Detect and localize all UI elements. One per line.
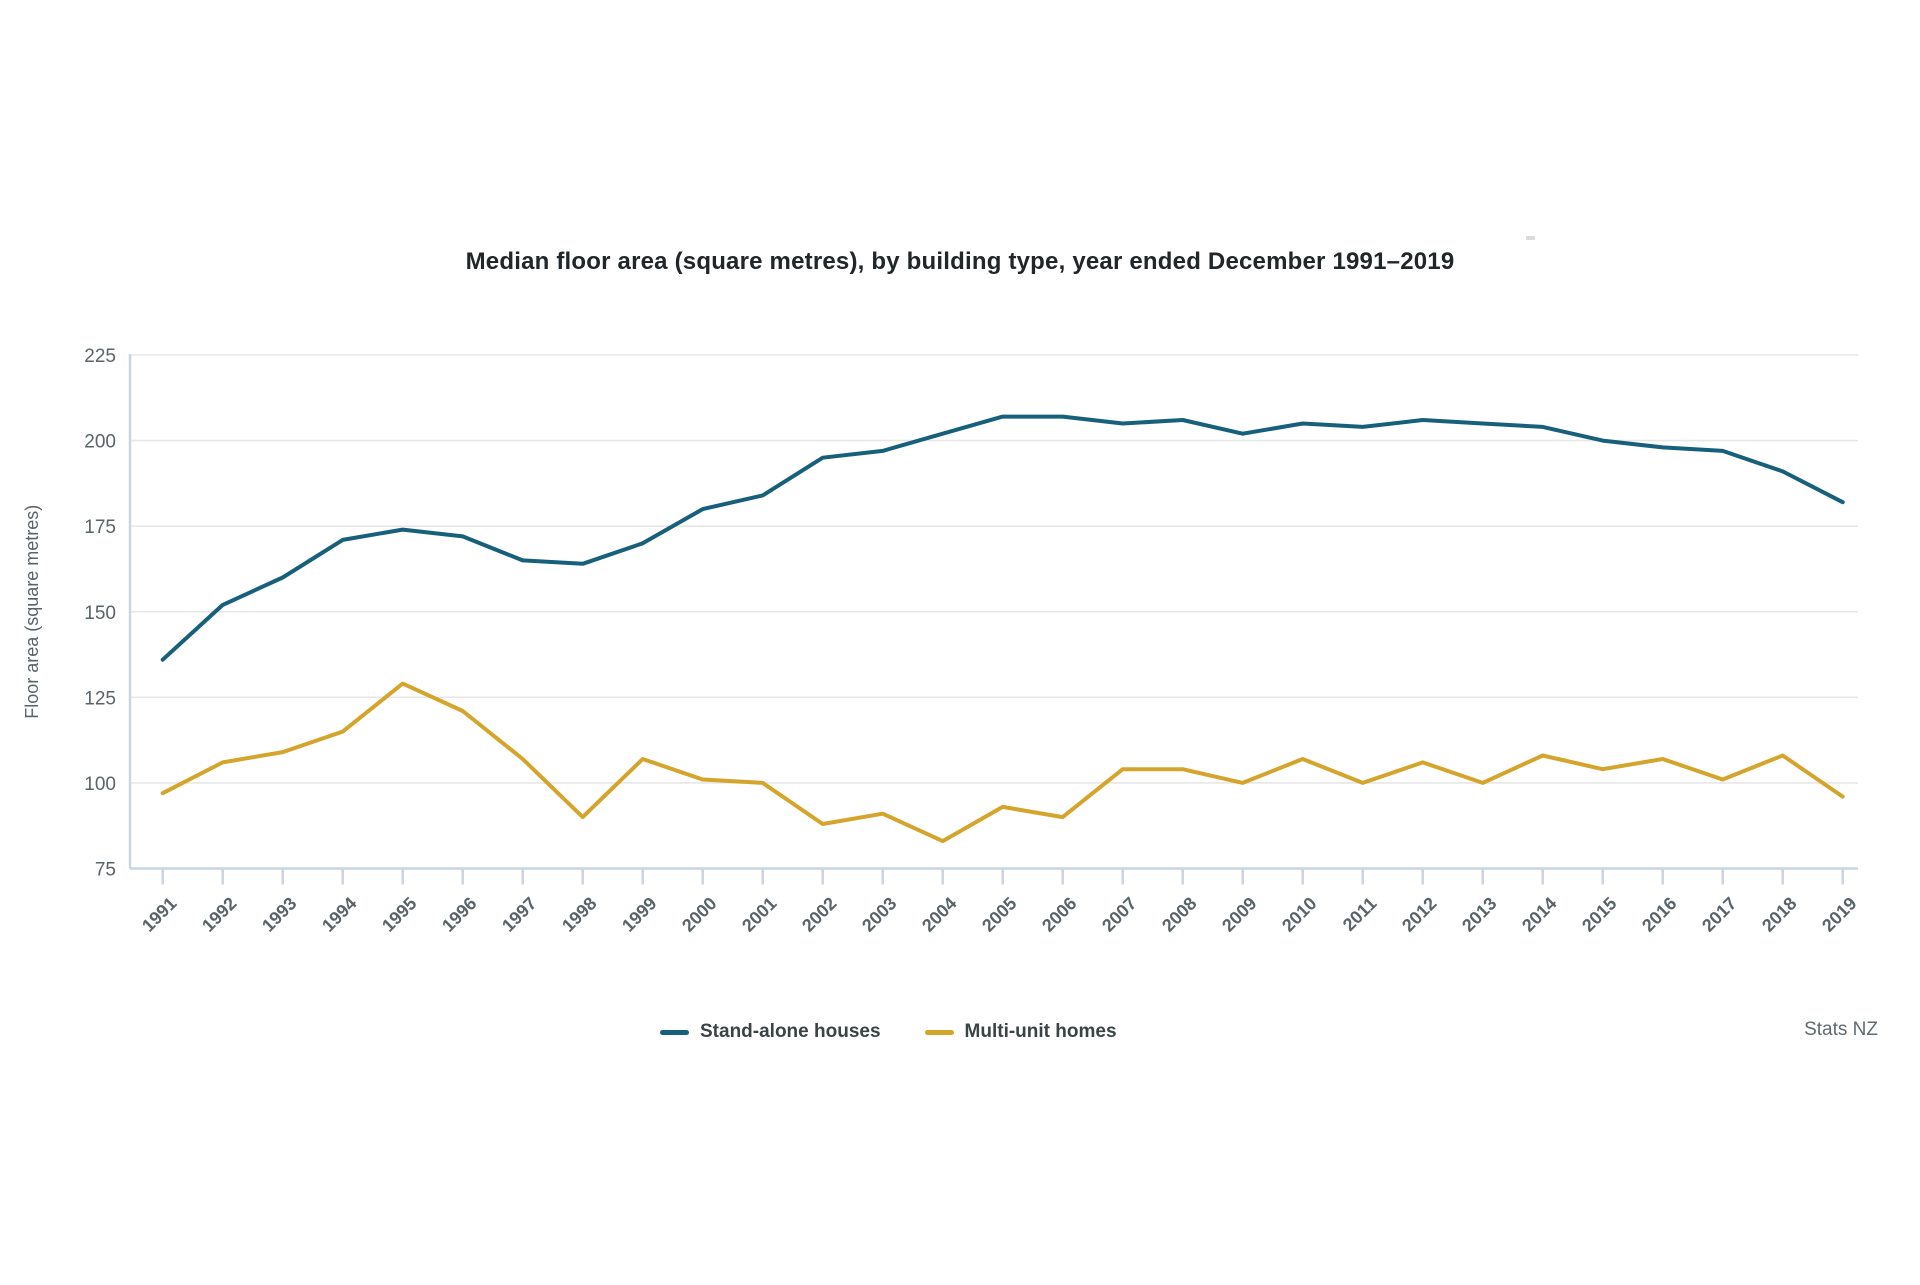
x-tick-label-2007: 2007	[1098, 893, 1140, 935]
y-tick-label-225: 225	[84, 346, 116, 367]
y-tick-label-200: 200	[84, 432, 116, 453]
x-tick-label-1993: 1993	[258, 893, 300, 935]
x-tick-label-2006: 2006	[1038, 893, 1080, 935]
x-tick-label-2014: 2014	[1518, 893, 1560, 935]
legend-label-stand-alone-houses: Stand-alone houses	[700, 1021, 881, 1042]
legend-swatch-multi-unit-homes	[924, 1029, 954, 1035]
series-line-stand-alone-houses	[160, 414, 1845, 662]
x-tick-label-2000: 2000	[678, 893, 720, 935]
x-tick-label-1999: 1999	[618, 893, 660, 935]
x-tick-label-2002: 2002	[798, 893, 840, 935]
x-tick-label-2013: 2013	[1458, 893, 1500, 935]
x-tick-label-1996: 1996	[438, 893, 480, 935]
legend-swatch-stand-alone-houses	[660, 1029, 689, 1035]
x-tick-label-2001: 2001	[738, 893, 780, 935]
x-tick-label-2010: 2010	[1278, 893, 1320, 935]
x-tick-label-2016: 2016	[1638, 893, 1680, 935]
x-tick-label-1997: 1997	[498, 893, 540, 935]
y-tick-label-100: 100	[84, 774, 116, 795]
x-tick-label-2017: 2017	[1698, 893, 1740, 935]
x-tick-label-2004: 2004	[918, 893, 960, 935]
x-tick-label-2012: 2012	[1398, 893, 1440, 935]
source-credit: Stats NZ	[1804, 1019, 1878, 1040]
legend-item-multi-unit-homes[interactable]: Multi-unit homes	[924, 1021, 1117, 1043]
legend-item-stand-alone-houses[interactable]: Stand-alone houses	[660, 1021, 881, 1043]
series-line-multi-unit-homes	[160, 681, 1845, 844]
x-tick-label-1995: 1995	[378, 893, 420, 935]
x-tick-label-2019: 2019	[1818, 893, 1860, 935]
screen-artifact-mark	[1526, 236, 1535, 240]
y-tick-label-125: 125	[84, 688, 116, 709]
chart-legend: Stand-alone houses Multi-unit homes	[660, 1018, 1117, 1046]
legend-label-multi-unit-homes: Multi-unit homes	[964, 1021, 1117, 1042]
y-tick-label-175: 175	[84, 517, 116, 538]
chart-title: Median floor area (square metres), by bu…	[465, 248, 1455, 275]
x-tick-label-1992: 1992	[198, 893, 240, 935]
x-tick-label-2003: 2003	[858, 893, 900, 935]
x-tick-label-1991: 1991	[138, 893, 180, 935]
y-axis-title: Floor area (square metres)	[22, 505, 42, 719]
x-tick-label-2011: 2011	[1339, 893, 1381, 935]
x-tick-label-2018: 2018	[1758, 893, 1800, 935]
x-tick-label-2005: 2005	[978, 893, 1020, 935]
x-tick-label-1994: 1994	[318, 893, 360, 935]
x-tick-label-1998: 1998	[558, 893, 600, 935]
x-tick-label-2009: 2009	[1218, 893, 1260, 935]
x-tick-label-2008: 2008	[1158, 893, 1200, 935]
x-tick-label-2015: 2015	[1578, 893, 1620, 935]
y-tick-label-150: 150	[84, 603, 116, 624]
y-tick-label-75: 75	[95, 860, 116, 881]
